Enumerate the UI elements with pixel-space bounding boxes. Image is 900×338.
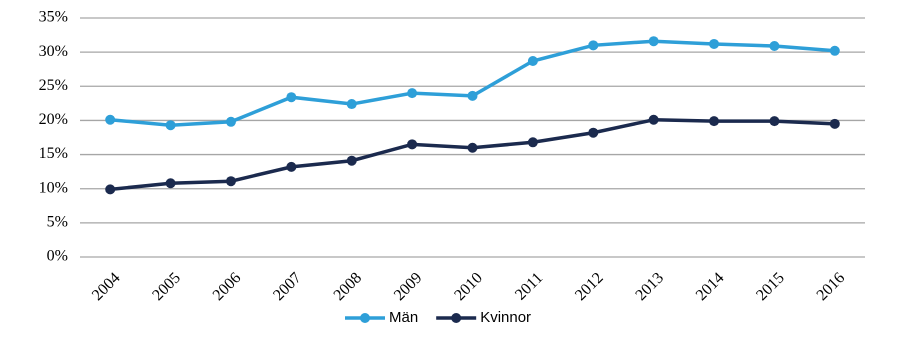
x-tick-label: 2008 bbox=[331, 269, 366, 304]
x-tick-label: 2012 bbox=[572, 269, 607, 304]
legend-marker bbox=[451, 313, 462, 323]
y-tick-label: 30% bbox=[39, 43, 68, 60]
data-point bbox=[588, 127, 599, 138]
data-point bbox=[105, 184, 116, 195]
data-point bbox=[648, 36, 659, 47]
x-tick-label: 2010 bbox=[451, 269, 486, 304]
data-point bbox=[286, 92, 297, 103]
legend-label: Män bbox=[389, 309, 418, 326]
y-tick-label: 15% bbox=[39, 145, 68, 162]
data-point bbox=[648, 114, 659, 125]
data-point bbox=[286, 161, 297, 172]
legend-label: Kvinnor bbox=[480, 309, 531, 326]
data-point bbox=[407, 139, 418, 150]
data-point bbox=[769, 40, 780, 51]
x-tick-label: 2005 bbox=[149, 269, 184, 304]
data-point bbox=[165, 120, 176, 131]
x-tick-label: 2013 bbox=[632, 269, 667, 304]
legend-marker bbox=[360, 313, 370, 323]
x-tick-label: 2009 bbox=[391, 269, 426, 304]
data-point bbox=[527, 137, 538, 148]
data-point bbox=[829, 118, 840, 129]
data-point bbox=[709, 116, 720, 127]
x-tick-label: 2011 bbox=[512, 269, 546, 303]
data-point bbox=[225, 116, 236, 127]
y-tick-label: 5% bbox=[47, 214, 68, 231]
y-tick-label: 0% bbox=[47, 248, 68, 265]
y-tick-label: 10% bbox=[39, 179, 68, 196]
data-point bbox=[829, 45, 840, 56]
x-tick-label: 2006 bbox=[210, 269, 245, 304]
x-tick-label: 2004 bbox=[89, 269, 124, 304]
data-point bbox=[527, 56, 538, 67]
y-tick-label: 20% bbox=[39, 111, 68, 128]
data-point bbox=[346, 99, 357, 110]
x-tick-label: 2015 bbox=[753, 269, 788, 304]
series-line bbox=[110, 39, 835, 127]
x-tick-label: 2007 bbox=[270, 269, 305, 304]
data-point bbox=[105, 114, 116, 125]
data-point bbox=[769, 116, 780, 127]
data-point bbox=[346, 155, 357, 166]
data-point bbox=[467, 90, 478, 101]
x-tick-label: 2014 bbox=[693, 269, 728, 304]
data-point bbox=[165, 178, 176, 189]
data-point bbox=[225, 176, 236, 187]
data-point bbox=[407, 88, 418, 99]
data-point bbox=[709, 38, 720, 49]
y-tick-label: 35% bbox=[39, 9, 68, 26]
y-tick-label: 25% bbox=[39, 77, 68, 94]
data-point bbox=[588, 40, 599, 51]
x-tick-label: 2016 bbox=[814, 269, 849, 304]
data-point bbox=[467, 142, 478, 153]
